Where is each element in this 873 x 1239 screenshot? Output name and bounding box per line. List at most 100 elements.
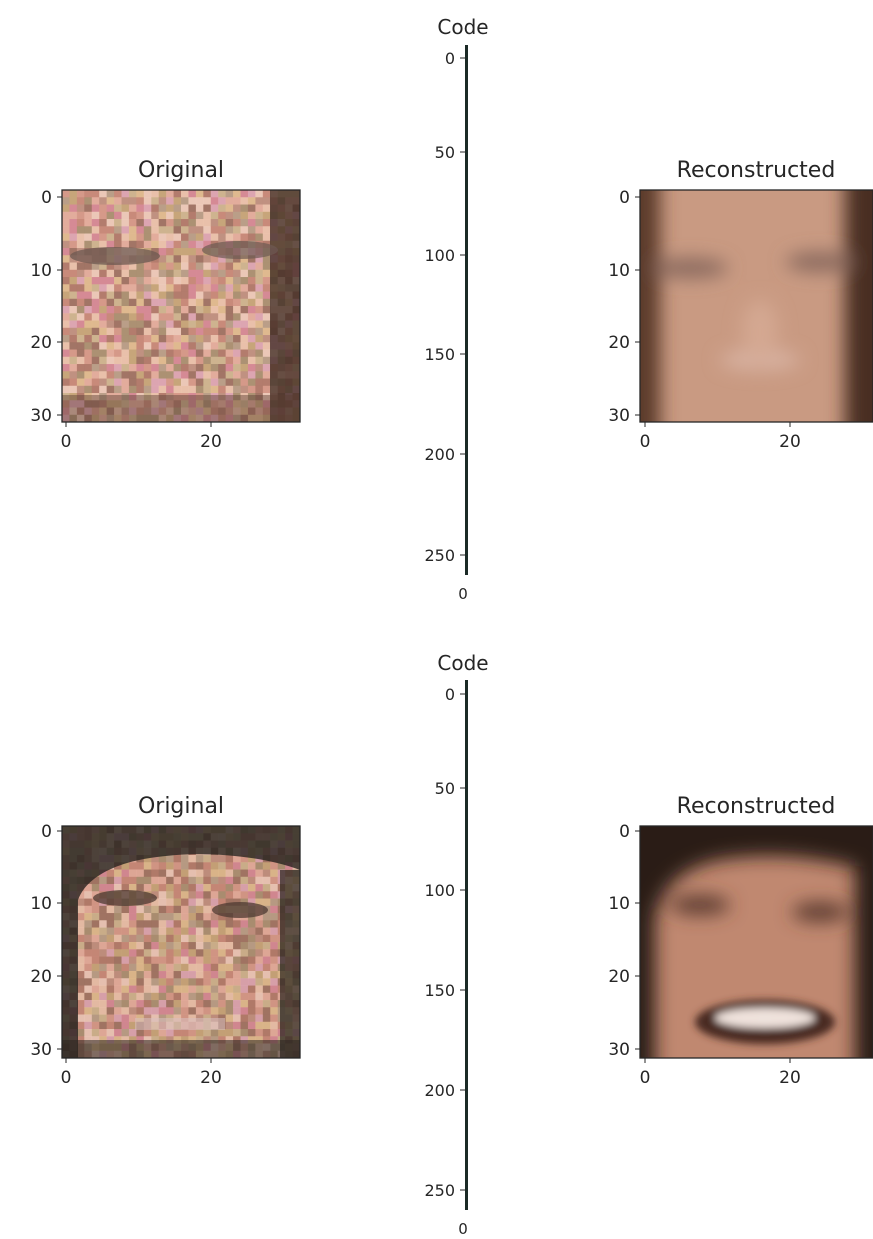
code-image-2 (465, 680, 468, 1210)
noise-pixel (218, 876, 226, 885)
noise-pixel (76, 891, 85, 899)
noise-pixel (114, 269, 122, 278)
noise-pixel (91, 1007, 100, 1015)
noise-pixel (84, 905, 93, 914)
noise-pixel (203, 204, 212, 213)
noise-pixel (69, 219, 78, 227)
noise-pixel (114, 327, 122, 336)
noise-pixel (225, 226, 234, 234)
noise-pixel (151, 320, 159, 329)
noise-pixel (69, 400, 78, 408)
noise-pixel (270, 949, 278, 957)
noise-pixel (218, 949, 226, 957)
noise-pixel (225, 255, 234, 263)
noise-pixel (76, 219, 85, 227)
noise-pixel (247, 262, 256, 271)
noise-pixel (121, 364, 130, 372)
noise-pixel (181, 269, 189, 278)
noise-pixel (240, 985, 249, 994)
noise-pixel (136, 190, 145, 198)
noise-pixel (151, 269, 159, 278)
noise-pixel (225, 1000, 234, 1008)
noise-pixel (195, 956, 204, 965)
noise-pixel (218, 992, 226, 1001)
noise-pixel (240, 1000, 249, 1008)
noise-pixel (233, 211, 241, 220)
noise-pixel (158, 248, 167, 256)
noise-pixel (188, 190, 197, 198)
noise-pixel (143, 978, 152, 986)
noise-pixel (136, 400, 145, 408)
noise-pixel (151, 913, 159, 921)
noise-pixel (210, 949, 219, 957)
noise-pixel (173, 313, 182, 321)
noise-pixel (181, 414, 189, 422)
reconstructed-yaxis-1: 0 10 20 30 (608, 188, 640, 426)
noise-pixel (262, 371, 271, 379)
noise-pixel (114, 204, 122, 213)
noise-pixel (84, 342, 93, 350)
noise-pixel (166, 306, 174, 314)
noise-pixel (233, 219, 241, 227)
noise-pixel (151, 248, 159, 256)
noise-pixel (143, 913, 152, 921)
noise-pixel (225, 934, 234, 943)
noise-pixel (76, 320, 85, 329)
ytick-label: 0 (619, 188, 630, 208)
noise-pixel (233, 1007, 241, 1015)
noise-pixel (203, 978, 212, 986)
noise-pixel (181, 985, 189, 994)
noise-pixel (76, 298, 85, 307)
noise-pixel (151, 407, 159, 416)
noise-pixel (240, 269, 249, 278)
noise-pixel (91, 226, 100, 234)
noise-pixel (136, 869, 145, 878)
noise-pixel (225, 963, 234, 972)
noise-pixel (233, 327, 241, 336)
noise-pixel (128, 869, 137, 878)
noise-pixel (166, 291, 174, 300)
code-panel-1: Code 0 50 100 150 200 250 0 (424, 15, 488, 603)
noise-pixel (181, 927, 189, 936)
noise-pixel (247, 1021, 256, 1030)
noise-pixel (151, 414, 159, 422)
noise-pixel (225, 364, 234, 372)
noise-pixel (218, 335, 226, 343)
noise-pixel (106, 313, 115, 321)
noise-pixel (188, 342, 197, 350)
ytick-label: 10 (30, 261, 52, 281)
noise-pixel (143, 1029, 152, 1037)
noise-pixel (166, 956, 174, 965)
noise-pixel (255, 327, 264, 336)
noise-pixel (84, 898, 93, 907)
noise-pixel (247, 335, 256, 343)
noise-pixel (91, 306, 100, 314)
noise-pixel (255, 349, 264, 358)
noise-pixel (99, 414, 107, 422)
ytick-label: 30 (30, 406, 52, 426)
noise-pixel (173, 393, 182, 401)
noise-pixel (188, 284, 197, 292)
noise-pixel (121, 277, 130, 285)
noise-pixel (106, 934, 115, 943)
noise-pixel (255, 320, 264, 329)
noise-pixel (143, 407, 152, 416)
noise-pixel (114, 211, 122, 220)
noise-pixel (225, 992, 234, 1001)
noise-pixel (188, 862, 197, 870)
noise-pixel (255, 190, 264, 198)
noise-pixel (188, 913, 197, 921)
noise-pixel (91, 233, 100, 242)
noise-pixel (69, 291, 78, 300)
noise-pixel (62, 385, 70, 394)
reconstructed-yaxis-2: 0 10 20 30 (608, 822, 640, 1060)
noise-pixel (76, 985, 85, 994)
noise-pixel (136, 978, 145, 986)
noise-pixel (128, 327, 137, 336)
noise-pixel (270, 956, 278, 965)
noise-pixel (262, 349, 271, 358)
noise-pixel (128, 407, 137, 416)
noise-pixel (128, 934, 137, 943)
noise-pixel (203, 992, 212, 1001)
noise-pixel (240, 393, 249, 401)
